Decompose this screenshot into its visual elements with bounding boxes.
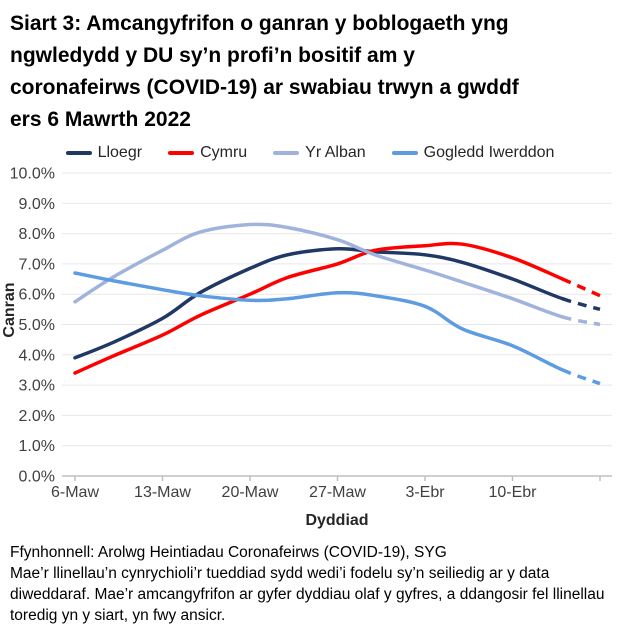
y-tick-label: 7.0% <box>19 256 55 273</box>
legend-item-yr-alban: Yr Alban <box>273 144 366 162</box>
y-tick-label: 1.0% <box>19 438 55 455</box>
legend-label: Lloegr <box>97 144 143 161</box>
legend-item-lloegr: Lloegr <box>65 144 143 162</box>
x-tick-label: 27-Maw <box>309 484 366 501</box>
y-tick-label: 6.0% <box>19 287 55 304</box>
series-line-gogledd-iwerddon <box>73 271 565 372</box>
series-line-dashed-yr-alban <box>562 315 601 327</box>
x-tick-label: 13-Maw <box>134 484 191 501</box>
source-note: Ffynhonnell: Arolwg Heintiadau Coronafei… <box>10 544 447 561</box>
series-line-lloegr <box>73 246 565 360</box>
x-axis-title: Dyddiad <box>305 512 368 529</box>
chart-footer: Ffynhonnell: Arolwg Heintiadau Coronafei… <box>10 542 610 626</box>
y-tick-label: 8.0% <box>19 226 55 243</box>
chart-title: Siart 3: Amcangyfrifon o ganran y boblog… <box>10 12 519 131</box>
y-tick-label: 3.0% <box>19 378 55 395</box>
series-line-dashed-gogledd-iwerddon <box>561 368 601 386</box>
y-tick-label: 2.0% <box>19 408 55 425</box>
x-tick-label: 10-Ebr <box>488 484 537 501</box>
y-axis-title: Canran <box>1 282 18 337</box>
y-tick-label: 5.0% <box>19 317 55 334</box>
series-line-cymru <box>73 241 565 375</box>
plot-area: 0.0% 1.0% 2.0% 3.0% 4.0% 5.0% 6.0% 7.0% 8.0% 9.0%… <box>0 160 620 535</box>
line-swatch-gogledd-iwerddon <box>391 151 418 155</box>
line-swatch-lloegr <box>65 151 92 155</box>
legend-item-cymru: Cymru <box>168 144 247 162</box>
legend-label: Yr Alban <box>305 144 366 161</box>
y-tick-label: 9.0% <box>19 196 55 213</box>
x-tick-label: 3-Ebr <box>405 484 445 501</box>
legend-item-gogledd-iwerddon: Gogledd Iwerddon <box>391 144 555 162</box>
legend-label: Gogledd Iwerddon <box>423 144 555 161</box>
series-line-yr-alban <box>73 222 565 319</box>
y-tick-label: 0.0% <box>19 469 55 486</box>
x-tick-label: 20-Maw <box>222 484 279 501</box>
y-tick-label: 10.0% <box>10 166 55 183</box>
line-swatch-yr-alban <box>273 151 300 155</box>
series-line-dashed-lloegr <box>561 297 601 311</box>
legend-label: Cymru <box>200 144 248 161</box>
legend: Lloegr Cymru Yr Alban Gogledd Iwerddon <box>0 144 620 162</box>
line-chart: 0.0% 1.0% 2.0% 3.0% 4.0% 5.0% 6.0% 7.0% 8.0% 9.0%… <box>1 166 612 529</box>
line-swatch-cymru <box>168 151 195 155</box>
y-tick-label: 4.0% <box>19 347 55 364</box>
series-line-dashed-cymru <box>561 277 601 298</box>
methodology-note: Mae’r llinellau’n cynrychioli’r tueddiad… <box>10 565 605 624</box>
x-tick-label: 6-Maw <box>51 484 99 501</box>
